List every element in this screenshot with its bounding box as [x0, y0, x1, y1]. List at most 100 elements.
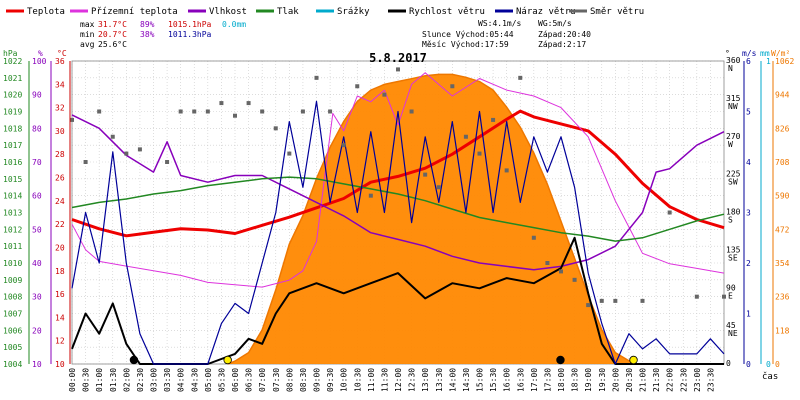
x-tick-label: 02:30 [136, 368, 145, 392]
chart-title: 5.8.2017 [369, 51, 427, 65]
x-tick-label: 18:00 [557, 368, 566, 392]
astro-sun-set: Západ:20:40 [538, 30, 591, 39]
dir-tick-label: SW [728, 178, 738, 187]
wind-dir-point [205, 109, 210, 114]
wind-dir-point [423, 172, 428, 177]
x-tick-label: 06:30 [245, 368, 254, 392]
astro-wg: WG:5m/s [538, 19, 572, 28]
ms-tick-label: 6 [746, 57, 751, 66]
wind-dir-point [219, 101, 224, 106]
x-tick-label: 07:00 [258, 368, 267, 392]
wind-dir-point [314, 75, 319, 80]
x-tick-label: 20:00 [611, 368, 620, 392]
pct-tick-label: 40 [32, 259, 42, 268]
wind-dir-point [137, 147, 142, 152]
x-tick-label: 16:30 [516, 368, 525, 392]
deg-tick-label: 135 [726, 245, 741, 254]
x-tick-label: 09:00 [313, 368, 322, 392]
wind-dir-point [463, 134, 468, 139]
wm2-tick-label: 1062 [775, 57, 794, 66]
wind-dir-point [436, 185, 441, 190]
wind-dir-point [545, 261, 550, 265]
x-tick-label: 00:30 [82, 368, 91, 392]
wind-dir-point [477, 151, 482, 156]
deg-tick-label: 90 [726, 283, 736, 292]
x-tick-label: 05:00 [204, 368, 213, 392]
deg-tick-label: 45 [726, 321, 736, 330]
legend-label: Rychlost větru [409, 7, 485, 17]
ms-tick-label: 5 [746, 108, 751, 117]
wind-dir-point [355, 84, 360, 89]
hpa-tick-label: 1016 [3, 158, 22, 167]
dir-tick-label: SE [728, 253, 738, 262]
series-tlak [71, 176, 725, 242]
hpa-tick-label: 1012 [3, 225, 22, 234]
legend-label: Teplota [27, 7, 65, 17]
stat-min-temp: 20.7°C [98, 30, 127, 39]
wind-dir-point [572, 277, 577, 282]
wind-dir-point [450, 84, 455, 89]
series-n-raz-v-tru [71, 100, 725, 365]
astro-markers [129, 355, 638, 365]
legend-label: Přízemní teplota [91, 7, 178, 17]
x-tick-label: 05:30 [217, 368, 226, 392]
dir-tick-label: NE [728, 329, 738, 338]
deg-tick-label: 360 [726, 56, 741, 65]
degc-tick-label: 10 [55, 360, 65, 369]
wind-dir-point [341, 143, 346, 148]
legend-label: Srážky [337, 7, 370, 17]
x-tick-label: 12:30 [408, 368, 417, 392]
deg-tick-label: 180 [726, 208, 741, 217]
stat-max-temp: 31.7°C [98, 20, 127, 29]
stat-max-label: max [80, 20, 95, 29]
marker-sunrise [223, 355, 232, 365]
hpa-tick-label: 1022 [3, 57, 22, 66]
line-series [71, 72, 725, 365]
stat-max-hum: 89% [140, 20, 155, 29]
wind-dir-point [192, 109, 197, 114]
x-tick-label: 21:00 [639, 368, 648, 392]
wind-dir-point [233, 113, 237, 118]
x-tick-label: 15:00 [476, 368, 485, 392]
astro-sun: Slunce Východ:05:44 [422, 30, 514, 39]
ms-tick-label: 4 [746, 158, 751, 167]
x-tick-label: 17:30 [543, 368, 552, 392]
wm2-tick-label: 0 [775, 360, 780, 369]
wind-dir-point [586, 303, 591, 308]
wind-dir-point [667, 210, 672, 215]
degc-unit: °C [57, 49, 67, 58]
stat-min-label: min [80, 30, 95, 39]
hpa-tick-label: 1020 [3, 91, 22, 100]
hpa-tick-label: 1007 [3, 310, 22, 319]
wind-dir-point [83, 160, 88, 164]
pct-tick-label: 80 [32, 124, 42, 133]
x-tick-label: 19:30 [598, 368, 607, 392]
x-tick-label: 12:00 [394, 368, 403, 392]
hpa-tick-label: 1004 [3, 360, 22, 369]
x-tick-label: 19:00 [584, 368, 593, 392]
wind-dir-point [491, 117, 496, 122]
series-teplota [71, 109, 725, 238]
wm2-unit: W/m² [771, 49, 790, 58]
wind-dir-point [368, 193, 373, 198]
dir-tick-label: NW [728, 102, 738, 111]
wm2-tick-label: 472 [775, 225, 790, 234]
legend-label: Tlak [277, 7, 299, 17]
pct-tick-label: 100 [32, 57, 47, 66]
wind-direction-series [70, 67, 726, 308]
pct-unit: % [38, 49, 43, 58]
wind-dir-point [722, 294, 726, 299]
x-tick-label: 10:30 [353, 368, 362, 392]
wm2-tick-label: 944 [775, 91, 790, 100]
marker-moonset [129, 355, 139, 365]
deg-tick-label: 225 [726, 170, 741, 179]
x-tick-label: 03:30 [163, 368, 172, 392]
wind-dir-point [599, 298, 604, 303]
degc-tick-label: 20 [55, 243, 65, 252]
x-tick-label: 14:00 [448, 368, 457, 392]
solar-area [228, 74, 635, 365]
pct-tick-label: 10 [32, 360, 42, 369]
wind-dir-point [396, 67, 400, 72]
x-tick-label: 08:00 [285, 368, 294, 392]
